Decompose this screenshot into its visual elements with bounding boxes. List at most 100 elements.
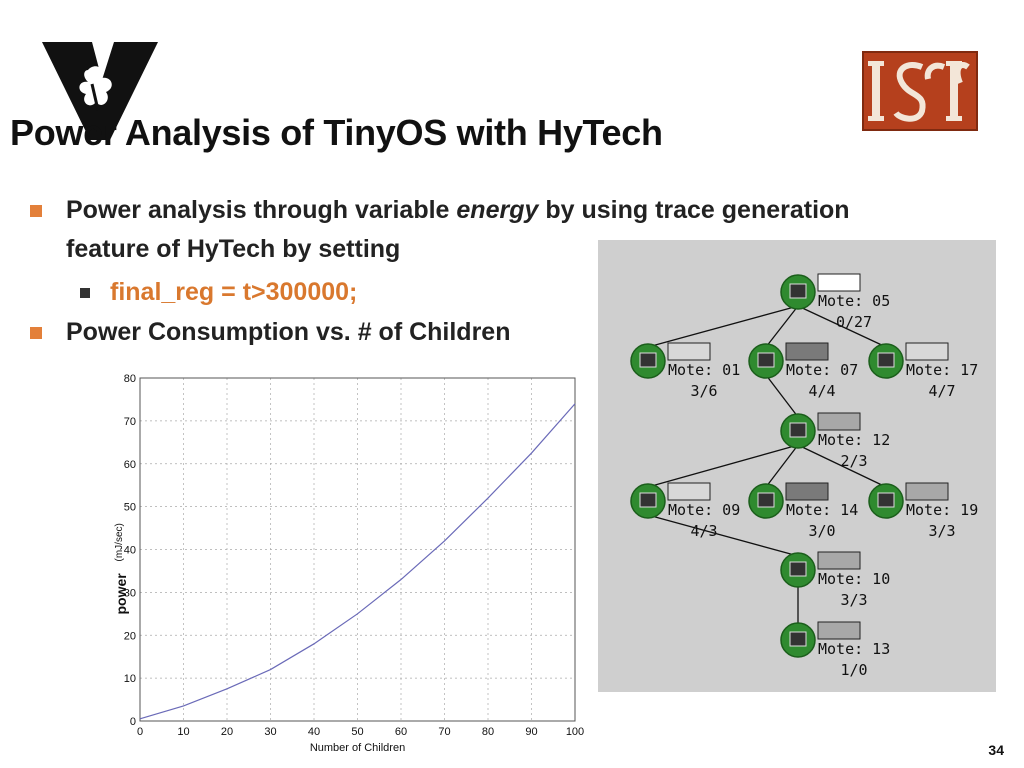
- mote-ratio: 0/27: [836, 313, 872, 331]
- y-tick-label: 50: [124, 502, 136, 514]
- y-axis-label-unit: (mJ/sec): [114, 523, 125, 561]
- bullet-1-continued: feature of HyTech by setting: [66, 235, 401, 263]
- mote-label: Mote: 13: [818, 640, 890, 658]
- mote-ratio: 2/3: [840, 452, 867, 470]
- x-tick-label: 30: [264, 726, 276, 738]
- bullet-2: Power Consumption vs. # of Children: [66, 318, 511, 346]
- mote-chip-icon: [789, 283, 807, 299]
- mote-ratio: 4/7: [928, 382, 955, 400]
- mote-node-14[interactable]: Mote: 14 3/0: [748, 482, 858, 540]
- mote-node-19[interactable]: Mote: 19 3/3: [868, 482, 978, 540]
- mote-status-box: [905, 342, 949, 361]
- y-tick-label: 20: [124, 630, 136, 642]
- mote-node-12[interactable]: Mote: 12 2/3: [780, 412, 890, 470]
- mote-label: Mote: 05: [818, 292, 890, 310]
- x-tick-label: 70: [438, 726, 450, 738]
- mote-label: Mote: 17: [906, 361, 978, 379]
- mote-status-box: [667, 482, 711, 501]
- x-axis-label: Number of Children: [310, 742, 405, 754]
- mote-chip-icon: [639, 352, 657, 368]
- bullet-1-italic: energy: [456, 196, 539, 224]
- mote-label: Mote: 19: [906, 501, 978, 519]
- mote-chip-icon: [789, 422, 807, 438]
- mote-label: Mote: 10: [818, 570, 890, 588]
- tree-edge: [647, 305, 799, 348]
- x-tick-label: 50: [351, 726, 363, 738]
- chart-grid: [139, 377, 576, 722]
- slide-title: Power Analysis of TinyOS with HyTech: [10, 112, 663, 153]
- y-axis-label: power (mJ/sec): [113, 523, 129, 614]
- bullet-1-pre: Power analysis through variable: [66, 196, 457, 224]
- tree-edge: [797, 305, 887, 348]
- bullet-square-icon: [30, 327, 42, 339]
- mote-ratio: 1/0: [840, 661, 867, 679]
- y-axis-label-main: power: [113, 573, 129, 615]
- page-number: 34: [988, 742, 1004, 758]
- mote-label: Mote: 09: [668, 501, 740, 519]
- tree-edges: [647, 305, 887, 626]
- y-tick-label: 10: [124, 673, 136, 685]
- mote-status-box: [817, 273, 861, 292]
- y-tick-label: 40: [124, 545, 136, 557]
- mote-node-05[interactable]: Mote: 05 0/27: [780, 273, 890, 331]
- mote-label: Mote: 07: [786, 361, 858, 379]
- y-tick-label: 0: [130, 716, 136, 728]
- mote-chip-icon: [789, 631, 807, 647]
- mote-ratio: 3/3: [928, 522, 955, 540]
- mote-ratio: 3/6: [690, 382, 717, 400]
- x-tick-label: 80: [482, 726, 494, 738]
- x-tick-label: 60: [395, 726, 407, 738]
- mote-ratio: 3/3: [840, 591, 867, 609]
- tree-edge: [797, 444, 887, 488]
- x-tick-label: 20: [221, 726, 233, 738]
- mote-status-box: [817, 412, 861, 431]
- mote-status-box: [785, 342, 829, 361]
- tree-edge: [765, 305, 799, 348]
- tree-edge: [647, 444, 799, 488]
- mote-status-box: [667, 342, 711, 361]
- sub-bullet-square-icon: [80, 288, 90, 298]
- tree-edge: [765, 444, 799, 488]
- mote-node-13[interactable]: Mote: 13 1/0: [780, 621, 890, 679]
- isis-logo: [862, 51, 978, 131]
- y-tick-label: 30: [124, 587, 136, 599]
- mote-label: Mote: 12: [818, 431, 890, 449]
- mote-chip-icon: [877, 492, 895, 508]
- x-tick-label: 0: [137, 726, 143, 738]
- tree-edge: [765, 374, 799, 418]
- bullet-square-icon: [30, 205, 42, 217]
- x-tick-label: 100: [566, 726, 584, 738]
- mote-node-10[interactable]: Mote: 10 3/3: [780, 551, 890, 609]
- mote-chip-icon: [789, 561, 807, 577]
- plot-frame: [139, 377, 576, 722]
- y-tick-label: 80: [124, 373, 136, 385]
- y-tick-label: 70: [124, 416, 136, 428]
- power-chart: 0 10 20 30 40 50 60 70 80 90 10001020304050607080 …: [113, 373, 584, 754]
- mote-status-box: [905, 482, 949, 501]
- mote-ratio: 4/3: [690, 522, 717, 540]
- isis-logo-mark: [868, 61, 970, 122]
- mote-chip-icon: [757, 352, 775, 368]
- mote-label: Mote: 14: [786, 501, 858, 519]
- x-tick-label: 90: [525, 726, 537, 738]
- mote-status-box: [817, 621, 861, 640]
- mote-label: Mote: 01: [668, 361, 740, 379]
- mote-node-17[interactable]: Mote: 17 4/7: [868, 342, 978, 400]
- mote-chip-icon: [757, 492, 775, 508]
- mote-node-07[interactable]: Mote: 07 4/4: [748, 342, 858, 400]
- vanderbilt-v-logo: [42, 42, 158, 140]
- mote-chip-icon: [877, 352, 895, 368]
- mote-chip-icon: [639, 492, 657, 508]
- mote-status-box: [817, 551, 861, 570]
- tree-edge: [647, 514, 799, 557]
- bullet-1-post: by using trace generation: [538, 196, 850, 224]
- chart-ticks: 0 10 20 30 40 50 60 70 80 90 100 0 10 20 30 40 50 60 70 80: [124, 373, 584, 738]
- mote-ratio: 4/4: [808, 382, 835, 400]
- mote-node-09[interactable]: Mote: 09 4/3: [630, 482, 740, 540]
- mote-node-01[interactable]: Mote: 01 3/6: [630, 342, 740, 400]
- series-line: [139, 403, 576, 720]
- x-tick-label: 40: [308, 726, 320, 738]
- bullet-1: Power analysis through variable energy b…: [66, 196, 850, 225]
